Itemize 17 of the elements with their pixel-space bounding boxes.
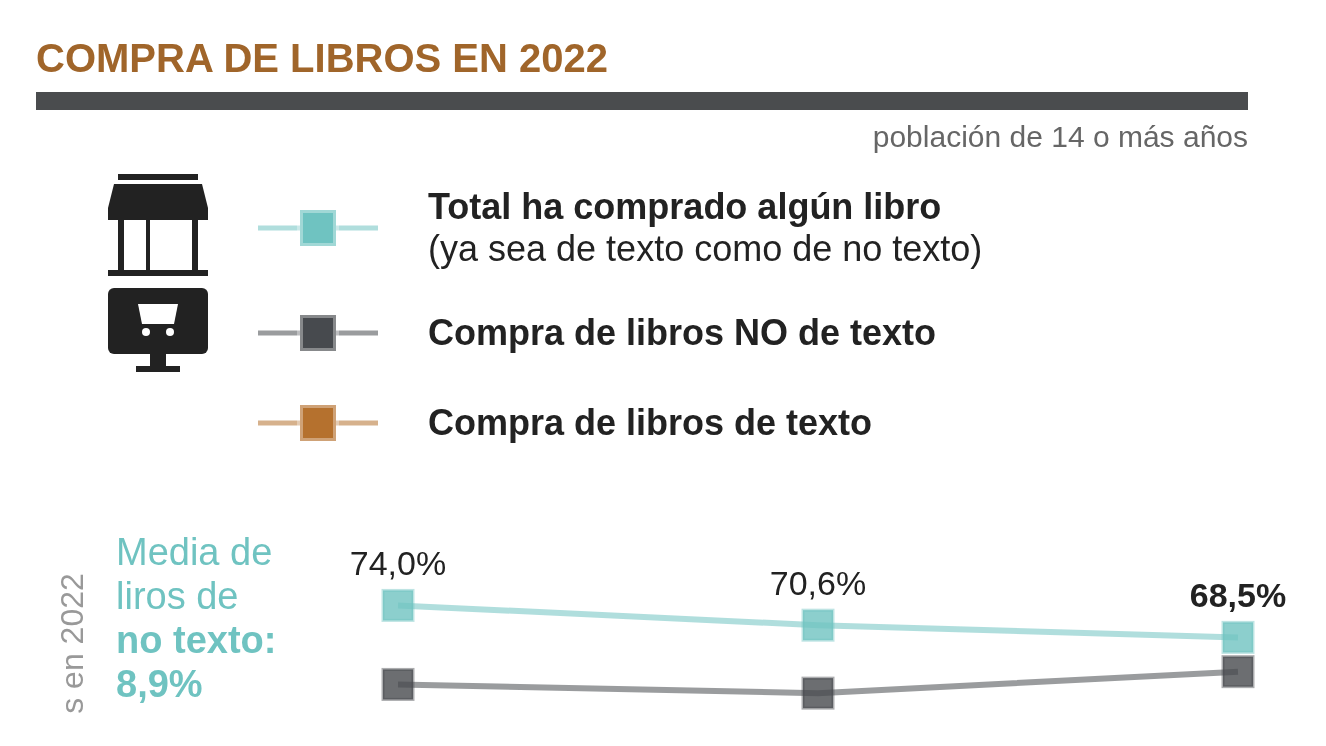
legend-label: Compra de libros de texto: [428, 402, 873, 444]
legend-label: Total ha comprado algún libro (ya sea de texto como de no texto): [428, 186, 983, 270]
point: [801, 676, 835, 710]
data-label: 70,6%: [769, 564, 867, 603]
point: [1221, 620, 1255, 654]
legend-label: Compra de libros NO de texto: [428, 312, 937, 354]
annotation: no texto:: [116, 618, 278, 662]
y-axis-title: s en 2022: [53, 572, 91, 714]
annotation: 8,9%: [116, 662, 204, 706]
chart-subtitle: población de 14 o más años: [872, 120, 1248, 154]
point: [1221, 655, 1255, 689]
point: [801, 608, 835, 642]
data-label: 68,5%: [1189, 576, 1287, 615]
data-label: 74,0%: [349, 544, 447, 583]
point: [381, 588, 415, 622]
chart-title: COMPRA DE LIBROS EN 2022: [36, 36, 608, 81]
point: [381, 667, 415, 701]
